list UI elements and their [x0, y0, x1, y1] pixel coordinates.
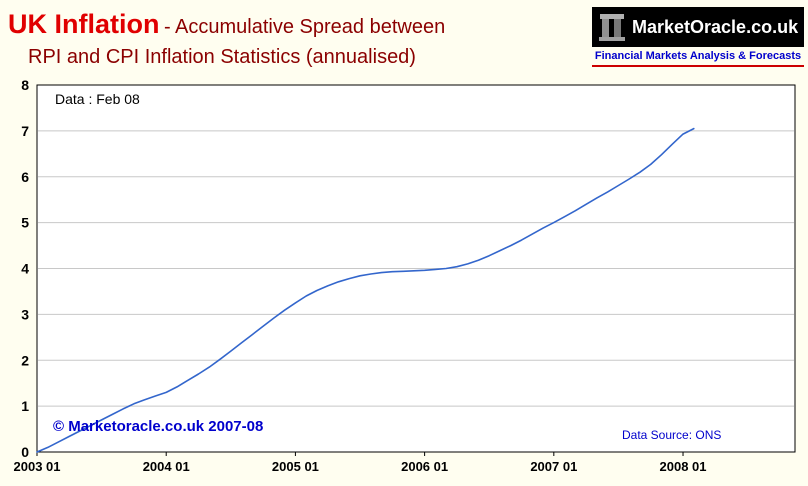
logo-name: MarketOracle.co.uk: [632, 16, 799, 37]
copyright-link[interactable]: © Marketoracle.co.uk 2007-08: [53, 418, 264, 435]
title-line2: RPI and CPI Inflation Statistics (annual…: [28, 45, 416, 68]
data-vintage-label: Data : Feb 08: [55, 91, 140, 107]
y-tick-label-5: 5: [21, 215, 29, 231]
data-source-label: Data Source: ONS: [622, 428, 722, 442]
inflation-spread-line: [36, 127, 695, 453]
y-tick-label-0: 0: [21, 444, 29, 460]
y-tick-label-2: 2: [21, 352, 29, 368]
title-main: UK Inflation: [8, 9, 160, 39]
title-line1-rest: - Accumulative Spread between: [163, 16, 446, 38]
x-tick-label-4: 2007 01: [530, 459, 577, 474]
logo-tagline: Financial Markets Analysis & Forecasts: [592, 47, 804, 67]
y-tick-label-6: 6: [21, 169, 29, 185]
x-tick-label-0: 2003 01: [14, 459, 61, 474]
title-line1: UK Inflation - Accumulative Spread betwe…: [8, 8, 445, 42]
y-tick-label-3: 3: [21, 306, 29, 322]
y-tick-label-1: 1: [21, 398, 29, 414]
logo-bar: MarketOracle.co.uk: [592, 7, 804, 47]
y-tick-label-7: 7: [21, 123, 29, 139]
x-tick-label-1: 2004 01: [143, 459, 190, 474]
y-tick-label-8: 8: [21, 77, 29, 93]
x-tick-label-2: 2005 01: [272, 459, 319, 474]
x-tick-label-3: 2006 01: [401, 459, 448, 474]
marketoracle-logo[interactable]: MarketOracle.co.uk Financial Markets Ana…: [592, 7, 804, 67]
monument-icon: [599, 11, 625, 43]
x-tick-label-5: 2008 01: [660, 459, 707, 474]
chart-title: UK Inflation - Accumulative Spread betwe…: [8, 8, 445, 70]
y-tick-label-4: 4: [21, 261, 29, 277]
